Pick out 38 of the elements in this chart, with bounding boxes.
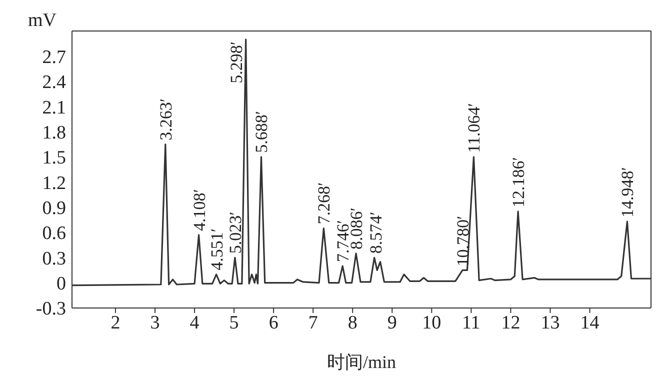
x-tick-label: 10 [422, 312, 442, 334]
annotation: 10.780′ [453, 216, 472, 266]
y-tick-label: 0 [56, 274, 66, 295]
annotation: 8.574′ [366, 212, 386, 254]
x-tick-label: 13 [540, 312, 560, 334]
x-tick-label: 8 [348, 312, 358, 334]
y-axis-title: mV [28, 10, 56, 32]
y-tick-label: 2.1 [42, 97, 66, 118]
annotation: 12.186′ [509, 157, 528, 208]
annotation: 7.268′ [314, 182, 334, 224]
y-tick-label: 0.9 [42, 198, 66, 220]
annotation: 14.948′ [618, 167, 638, 218]
x-axis-title: 时间/min [326, 352, 396, 372]
x-tick-label: 14 [580, 312, 600, 334]
annotation: 5.688′ [252, 110, 272, 153]
annotation: 3.263′ [156, 98, 176, 140]
y-tick-label: 1.2 [42, 172, 66, 194]
annotation: 5.298′ [226, 41, 246, 84]
x-tick-label: 11 [462, 312, 480, 334]
annotation: 5.023′ [226, 212, 245, 254]
y-tick-label: 0.3 [42, 248, 66, 270]
y-tick-label: 2.7 [42, 46, 66, 68]
y-tick-label: -0.3 [36, 298, 66, 320]
x-tick-label: 5 [229, 312, 239, 334]
x-tick-label: 2 [110, 312, 120, 334]
y-tick-label: 1.5 [42, 148, 66, 169]
y-tick-label: 1.8 [42, 122, 66, 144]
y-tick-label: 0.6 [42, 223, 66, 244]
x-tick-label: 6 [268, 312, 278, 334]
x-tick-label: 3 [150, 312, 160, 334]
annotation: 11.064′ [464, 103, 484, 153]
x-tick-label: 9 [387, 312, 397, 334]
x-tick-label: 12 [501, 312, 520, 334]
x-tick-label: 7 [308, 312, 318, 334]
x-tick-label: 4 [190, 312, 200, 334]
y-tick-label: 2.4 [42, 72, 66, 94]
annotation: 4.108′ [190, 189, 209, 231]
annotation: 4.551′ [207, 228, 226, 270]
